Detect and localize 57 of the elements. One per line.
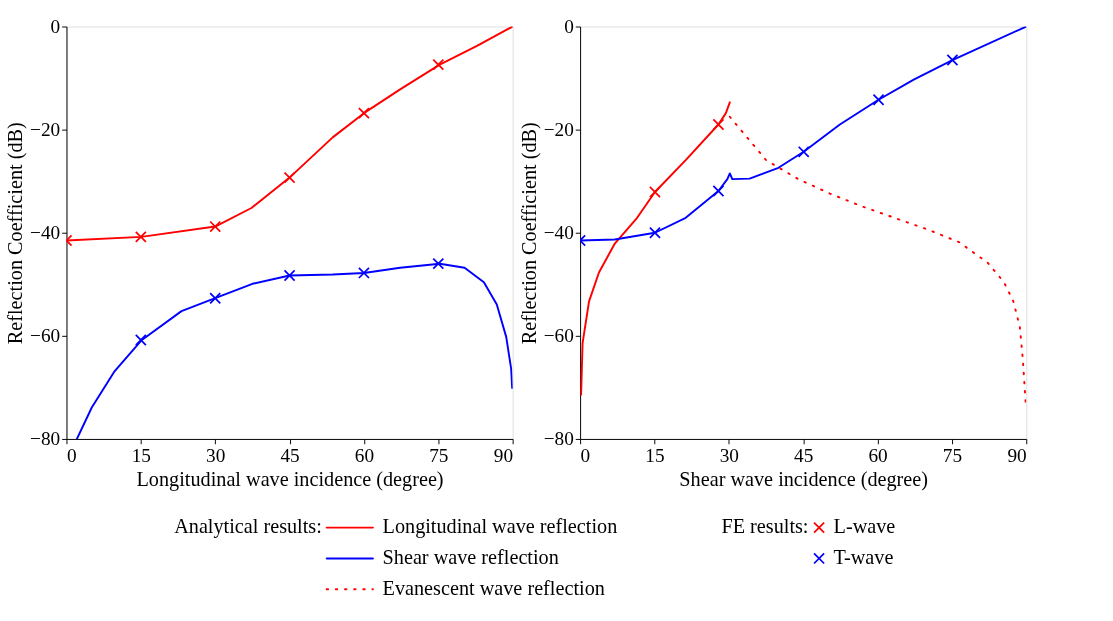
- line-series: [66, 26, 513, 242]
- point: [358, 107, 370, 120]
- x-axis-title: Shear wave incidence (degree): [679, 467, 929, 491]
- x-tick-label: 45: [280, 444, 300, 466]
- legend-label: T-wave: [833, 546, 894, 569]
- y-tick-label: −40: [30, 222, 61, 244]
- line-series: [580, 26, 1027, 242]
- x-tick-label: 0: [66, 444, 77, 466]
- y-tick-label: 0: [50, 15, 61, 37]
- x-tick-label: 45: [794, 444, 814, 466]
- y-axis-title: Reflection Coefficient (dB): [4, 122, 28, 345]
- x-tick-label: 0: [580, 444, 591, 466]
- point: [283, 171, 296, 184]
- x-tick-label: 90: [1007, 444, 1027, 466]
- line-series: [728, 115, 1027, 406]
- x-axis-title: Longitudinal wave incidence (degree): [136, 467, 444, 491]
- y-tick-label: −40: [543, 222, 574, 244]
- y-tick-label: −60: [30, 325, 61, 347]
- x-tick-label: 30: [206, 444, 226, 466]
- point: [432, 257, 445, 270]
- y-tick-label: −80: [30, 428, 61, 450]
- x-tick-label: 15: [645, 444, 665, 466]
- y-tick-label: 0: [564, 15, 574, 37]
- y-tick-label: −20: [543, 118, 574, 140]
- legend-label: Evanescent wave reflection: [382, 577, 605, 600]
- legend-title: Analytical results:: [174, 515, 322, 539]
- x-tick-label: 60: [868, 444, 888, 466]
- point: [712, 185, 725, 197]
- y-axis-title: Reflection Coefficient (dB): [517, 122, 541, 345]
- point: [283, 269, 296, 282]
- point: [358, 267, 370, 279]
- text: FE results:: [721, 515, 809, 538]
- point: [134, 334, 147, 346]
- point: [872, 93, 885, 106]
- point: [209, 292, 222, 305]
- point: [712, 118, 725, 131]
- x-tick-label: 75: [429, 444, 449, 466]
- x-tick-label: 75: [942, 444, 963, 466]
- point: [797, 145, 810, 158]
- x-tick-label: 60: [354, 444, 375, 466]
- point: [134, 230, 147, 243]
- y-tick-label: −80: [543, 428, 574, 450]
- legend-label: L-wave: [833, 515, 896, 538]
- point: [432, 58, 445, 71]
- line-series: [580, 101, 731, 396]
- legend-label: Longitudinal wave reflection: [382, 515, 618, 539]
- x-tick-label: 15: [131, 444, 151, 466]
- line-series: [75, 262, 513, 439]
- point: [209, 220, 222, 233]
- y-tick-label: −60: [543, 325, 574, 347]
- point: [649, 186, 661, 198]
- point: [946, 54, 959, 66]
- x-tick-label: 30: [719, 444, 739, 466]
- x-tick-label: 90: [493, 444, 514, 466]
- point: [649, 226, 661, 239]
- legend-label: Shear wave reflection: [382, 546, 559, 569]
- y-tick-label: −20: [30, 118, 61, 140]
